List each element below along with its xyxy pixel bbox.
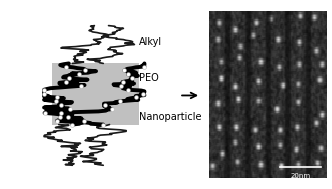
- Text: PEO: PEO: [139, 73, 159, 83]
- Text: Nanoparticle: Nanoparticle: [139, 112, 202, 122]
- Text: Alkyl: Alkyl: [139, 37, 162, 47]
- Bar: [52, 64, 139, 125]
- Text: 20nm: 20nm: [291, 173, 311, 179]
